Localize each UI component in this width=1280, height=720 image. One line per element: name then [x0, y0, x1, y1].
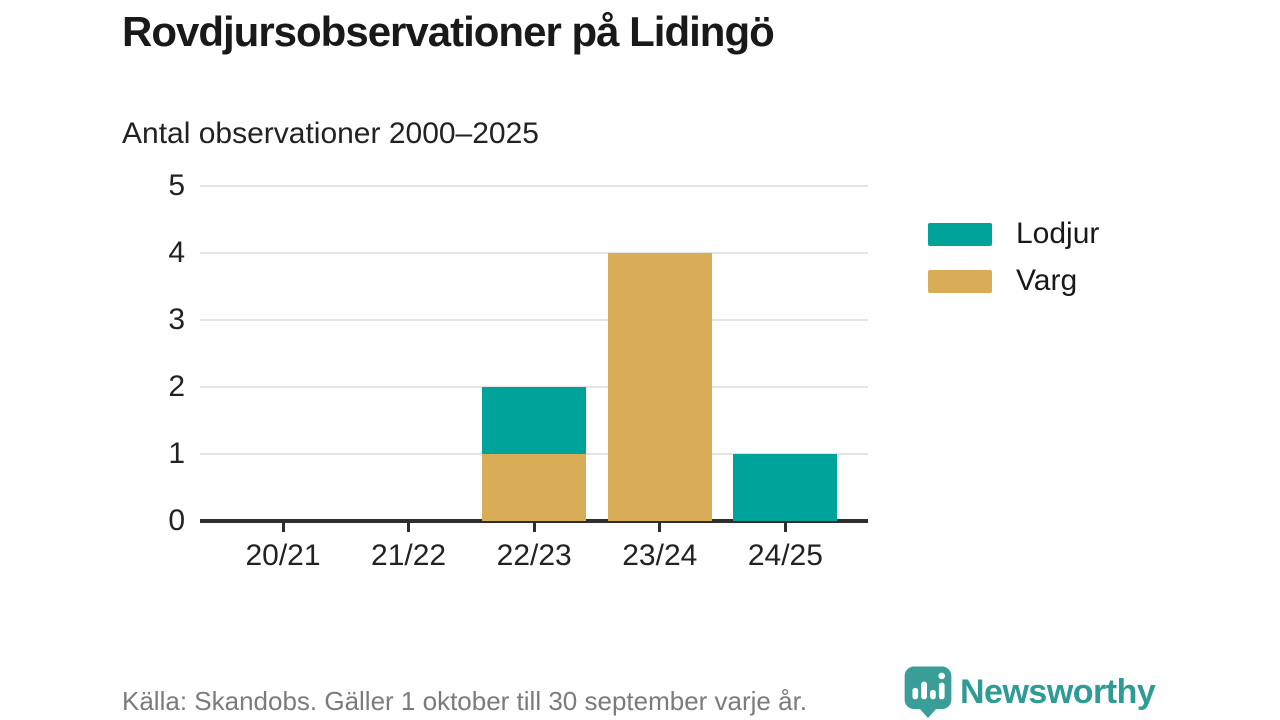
- x-axis-tick-label: 20/21: [245, 539, 321, 572]
- x-axis-tick-label: 22/23: [496, 539, 572, 572]
- bar-varg-23-24: [607, 253, 712, 521]
- y-axis-tick-label: 1: [168, 437, 185, 470]
- gridline: [200, 319, 868, 321]
- legend-label: Lodjur: [1016, 217, 1100, 250]
- x-axis-tick: [532, 523, 536, 532]
- legend-label: Varg: [1016, 264, 1078, 297]
- bar-varg-22-23: [482, 454, 587, 521]
- newsworthy-logo: Newsworthy: [903, 665, 1156, 719]
- x-axis-tick-label: 23/24: [622, 539, 698, 572]
- newsworthy-logo-icon: [904, 666, 952, 718]
- x-axis-tick-label: 24/25: [747, 539, 823, 572]
- bar-lodjur-24-25: [733, 454, 838, 521]
- x-axis-tick: [407, 523, 411, 532]
- gridline: [200, 185, 868, 187]
- chart-subtitle: Antal observationer 2000–2025: [122, 117, 539, 150]
- legend-swatch-varg: [928, 269, 992, 293]
- source-note: Källa: Skandobs. Gäller 1 oktober till 3…: [122, 686, 808, 716]
- y-axis-tick-label: 0: [168, 504, 185, 537]
- chart-legend: Lodjur Varg: [928, 219, 1099, 313]
- y-axis-tick-label: 2: [168, 370, 185, 403]
- legend-item-lodjur: Lodjur: [928, 219, 1099, 249]
- y-axis-tick-label: 5: [168, 169, 185, 202]
- gridline: [200, 252, 868, 254]
- y-axis-tick-label: 4: [168, 236, 185, 269]
- newsworthy-wordmark: Newsworthy: [960, 672, 1156, 711]
- x-axis-line: [200, 519, 868, 523]
- y-axis-tick-label: 3: [168, 303, 185, 336]
- legend-swatch-lodjur: [928, 222, 992, 246]
- chart-title: Rovdjursobservationer på Lidingö: [122, 8, 775, 55]
- bar-lodjur-22-23: [482, 387, 587, 454]
- x-axis-tick: [658, 523, 662, 532]
- legend-item-varg: Varg: [928, 266, 1099, 296]
- x-axis-tick: [281, 523, 285, 532]
- x-axis-tick-label: 21/22: [371, 539, 447, 572]
- x-axis-tick: [783, 523, 787, 532]
